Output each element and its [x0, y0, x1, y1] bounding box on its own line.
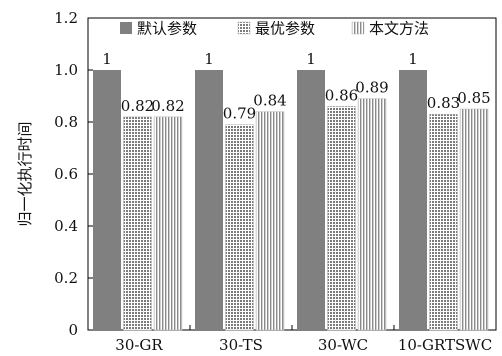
bar-30-WC-默认参数	[297, 70, 325, 330]
bar-30-TS-默认参数	[195, 70, 223, 330]
data-label: 1	[204, 50, 214, 68]
data-label: 0.89	[355, 79, 388, 97]
x-category-label: 30-WC	[318, 336, 368, 354]
data-labels: 1 0.820.82 1 0.790.84 1 0.860.89 1 0.830.85	[102, 50, 490, 123]
y-tick-label: 0.6	[54, 165, 78, 183]
bar-10-GRTSWC-最优参数	[429, 113, 458, 331]
y-tick-label: 0.8	[54, 113, 78, 131]
data-label: 1	[306, 50, 316, 68]
data-label: 0.84	[253, 92, 286, 110]
bar-30-WC-最优参数	[327, 106, 356, 331]
bar-10-GRTSWC-本文方法	[459, 108, 489, 331]
x-category-label: 30-TS	[219, 336, 263, 354]
bar-30-GR-默认参数	[93, 70, 121, 330]
y-tick-label: 0	[68, 321, 78, 339]
legend-label: 默认参数	[137, 20, 197, 38]
x-category-label: 10-GRTSWC	[398, 336, 492, 354]
y-tick-label: 0.2	[54, 269, 78, 287]
legend: 默认参数 最优参数 本文方法	[120, 20, 429, 38]
legend-label: 本文方法	[369, 20, 429, 38]
y-axis: 0 0.2 0.4 0.6 0.8 1.0 1.2	[54, 9, 93, 339]
y-tick-label: 1.0	[54, 61, 78, 79]
legend-swatch	[351, 21, 365, 35]
y-axis-title: 归一化执行时间	[16, 121, 34, 226]
bar-30-TS-本文方法	[255, 111, 285, 331]
data-label: 0.85	[457, 89, 490, 107]
data-label: 1	[102, 50, 112, 68]
data-label: 0.79	[223, 105, 256, 123]
bar-30-GR-最优参数	[123, 116, 152, 331]
y-tick-label: 0.4	[54, 217, 78, 235]
legend-swatch	[237, 21, 251, 35]
data-label: 0.82	[151, 97, 184, 115]
legend-label: 最优参数	[255, 20, 315, 38]
x-axis: 30-GR 30-TS 30-WC 10-GRTSWC	[115, 325, 492, 354]
data-label: 0.82	[121, 97, 154, 115]
bar-30-GR-本文方法	[153, 116, 183, 331]
x-category-label: 30-GR	[115, 336, 163, 354]
data-label: 0.83	[427, 94, 460, 112]
bar-30-WC-本文方法	[357, 98, 387, 331]
legend-swatch	[120, 22, 132, 34]
bar-10-GRTSWC-默认参数	[399, 70, 427, 330]
y-tick-label: 1.2	[54, 9, 78, 27]
bar-30-TS-最优参数	[225, 124, 254, 331]
data-label: 0.86	[325, 86, 358, 104]
data-label: 1	[408, 50, 418, 68]
bars	[93, 70, 489, 331]
